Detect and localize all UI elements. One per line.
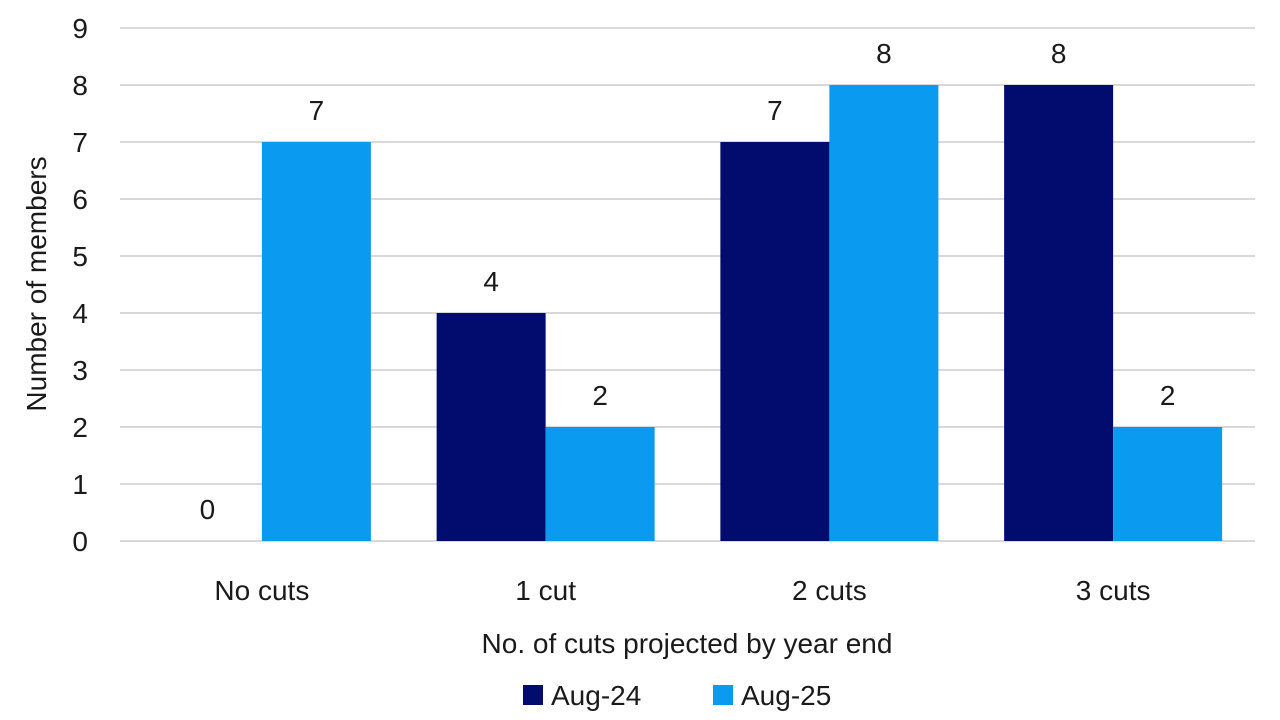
y-tick-label: 0 [72, 526, 88, 557]
bar-aug-25 [829, 85, 939, 541]
y-tick-label: 2 [72, 412, 88, 443]
data-label: 8 [876, 38, 892, 69]
data-label: 2 [1160, 380, 1176, 411]
legend-swatch [713, 685, 733, 705]
bar-aug-24 [436, 313, 546, 541]
data-labels: 0 7 4 2 7 8 8 2 [200, 38, 1176, 525]
y-tick-label: 7 [72, 127, 88, 158]
x-tick-label: No cuts [214, 575, 309, 606]
x-axis-title: No. of cuts projected by year end [482, 628, 893, 659]
data-label: 7 [767, 95, 783, 126]
y-tick-label: 4 [72, 298, 88, 329]
y-axis-ticks: 0 1 2 3 4 5 6 7 8 9 [72, 13, 88, 557]
bar-aug-24 [1004, 85, 1114, 541]
legend: Aug-24 Aug-25 [523, 680, 831, 711]
bars [261, 85, 1223, 541]
data-label: 0 [200, 494, 216, 525]
x-tick-label: 2 cuts [792, 575, 867, 606]
bar-aug-25 [261, 142, 371, 541]
bar-aug-25 [545, 427, 655, 541]
legend-swatch [523, 685, 543, 705]
x-tick-label: 3 cuts [1076, 575, 1151, 606]
y-tick-label: 8 [72, 70, 88, 101]
data-label: 2 [592, 380, 608, 411]
y-tick-label: 6 [72, 184, 88, 215]
y-tick-label: 9 [72, 13, 88, 44]
data-label: 7 [309, 95, 325, 126]
bar-aug-24 [720, 142, 830, 541]
legend-label: Aug-25 [741, 680, 831, 711]
y-axis-title: Number of members [21, 156, 52, 411]
y-tick-label: 1 [72, 469, 88, 500]
data-label: 4 [483, 266, 499, 297]
x-tick-label: 1 cut [515, 575, 576, 606]
legend-label: Aug-24 [551, 680, 641, 711]
data-label: 8 [1051, 38, 1067, 69]
y-tick-label: 5 [72, 241, 88, 272]
x-axis-ticks: No cuts 1 cut 2 cuts 3 cuts [214, 575, 1150, 606]
bar-aug-25 [1113, 427, 1223, 541]
y-tick-label: 3 [72, 355, 88, 386]
